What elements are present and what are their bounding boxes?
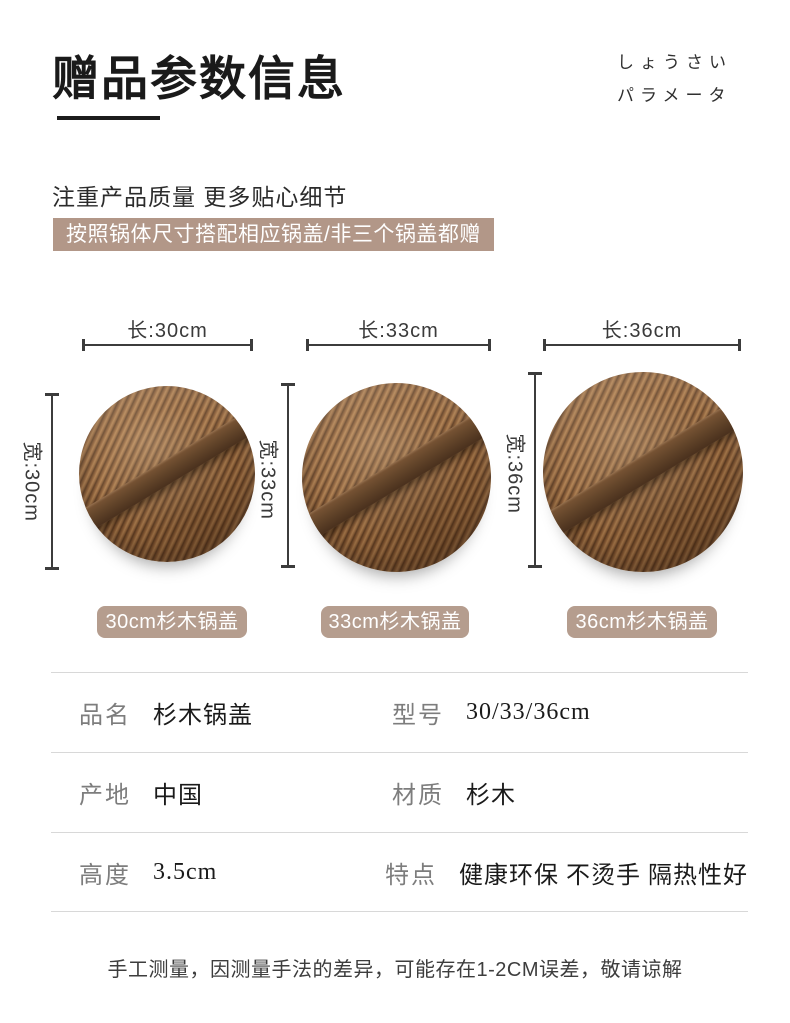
spec-label-height: 高度 <box>79 862 131 889</box>
lid-33-width-line <box>281 383 295 568</box>
spec-value-material: 杉木 <box>466 783 516 809</box>
spec-row-3: 高度 3.5cm 特点 健康环保 不烫手 隔热性好 <box>51 832 748 912</box>
spec-value-height: 3.5cm <box>153 858 218 885</box>
gift-rule-tag: 按照锅体尺寸搭配相应锅盖/非三个锅盖都赠 <box>53 218 494 251</box>
lid-30-width-label: 宽:30cm <box>20 441 43 522</box>
lid-30-length-line <box>82 339 253 351</box>
japanese-caption-line1: しょうさい <box>617 53 732 72</box>
spec-cell-features: 特点 健康环保 不烫手 隔热性好 <box>385 855 748 890</box>
spec-row-1: 品名 杉木锅盖 型号 30/33/36cm <box>51 672 748 752</box>
spec-value-features: 健康环保 不烫手 隔热性好 <box>459 862 748 889</box>
spec-cell-height: 高度 3.5cm <box>51 855 385 890</box>
lid-36-width-label: 宽:36cm <box>503 433 526 514</box>
lid-33-photo <box>302 383 491 572</box>
lid-33-name-pill: 33cm杉木锅盖 <box>321 606 469 638</box>
lid-36-length-line <box>543 339 741 351</box>
spec-value-model: 30/33/36cm <box>466 699 591 725</box>
lid-36-length-label: 长:36cm <box>601 320 683 342</box>
measurement-disclaimer: 手工测量，因测量手法的差异，可能存在1-2CM误差，敬请谅解 <box>107 959 683 981</box>
japanese-caption-line2: パラメータ <box>617 86 732 105</box>
lid-36-width-line <box>528 372 542 568</box>
lid-30-handle <box>79 408 255 537</box>
spec-row-2: 产地 中国 材质 杉木 <box>51 752 748 832</box>
lid-33-handle <box>302 406 491 545</box>
lid-36-name-pill: 36cm杉木锅盖 <box>567 606 717 638</box>
lid-36-photo <box>543 372 743 572</box>
title-underline <box>57 116 160 120</box>
spec-value-origin: 中国 <box>153 783 203 809</box>
lid-33-length-line <box>306 339 491 351</box>
spec-cell-origin: 产地 中国 <box>51 775 392 810</box>
spec-label-name: 品名 <box>79 703 131 729</box>
spec-cell-material: 材质 杉木 <box>392 775 748 810</box>
spec-cell-model: 型号 30/33/36cm <box>392 695 748 730</box>
lid-30-length-label: 长:30cm <box>127 320 208 342</box>
lid-30-photo <box>79 386 255 562</box>
lid-36-handle <box>543 397 743 543</box>
spec-label-features: 特点 <box>385 862 437 889</box>
japanese-caption: しょうさい パラメータ <box>617 46 732 112</box>
lid-33-length-label: 长:33cm <box>358 320 439 342</box>
spec-label-model: 型号 <box>392 703 444 729</box>
spec-cell-name: 品名 杉木锅盖 <box>51 695 392 730</box>
spec-label-material: 材质 <box>392 783 444 809</box>
lid-30-name-pill: 30cm杉木锅盖 <box>97 606 247 638</box>
page-title: 赠品参数信息 <box>52 54 346 106</box>
lid-33-width-label: 宽:33cm <box>256 439 279 520</box>
lid-30-width-line <box>45 393 59 570</box>
spec-label-origin: 产地 <box>79 783 131 809</box>
quality-subtitle: 注重产品质量 更多贴心细节 <box>52 184 348 210</box>
spec-table: 品名 杉木锅盖 型号 30/33/36cm 产地 中国 材质 杉木 高度 3.5… <box>51 672 748 912</box>
spec-value-name: 杉木锅盖 <box>153 703 253 729</box>
